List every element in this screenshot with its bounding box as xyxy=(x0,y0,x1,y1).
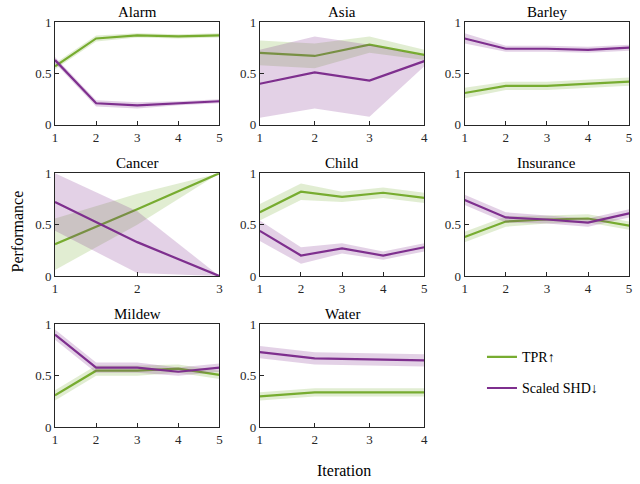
svg-text:3: 3 xyxy=(339,281,346,296)
svg-text:1: 1 xyxy=(455,15,462,30)
svg-text:0.5: 0.5 xyxy=(35,368,51,383)
svg-text:1: 1 xyxy=(45,15,52,30)
svg-text:0: 0 xyxy=(455,269,462,284)
svg-text:0.5: 0.5 xyxy=(240,368,256,383)
svg-text:4: 4 xyxy=(421,432,428,447)
svg-text:3: 3 xyxy=(134,130,141,145)
svg-text:2: 2 xyxy=(311,130,318,145)
svg-text:5: 5 xyxy=(421,281,428,296)
svg-text:1: 1 xyxy=(250,166,257,181)
svg-text:Asia: Asia xyxy=(328,4,356,20)
svg-text:2: 2 xyxy=(503,130,510,145)
svg-text:2: 2 xyxy=(93,432,100,447)
svg-text:1: 1 xyxy=(45,317,52,332)
svg-text:1: 1 xyxy=(257,281,264,296)
svg-text:3: 3 xyxy=(366,432,373,447)
svg-text:5: 5 xyxy=(626,281,633,296)
svg-text:0: 0 xyxy=(250,269,257,284)
svg-text:Iteration: Iteration xyxy=(317,462,371,479)
svg-text:0: 0 xyxy=(250,420,257,435)
svg-text:1: 1 xyxy=(257,432,264,447)
svg-text:TPR↑: TPR↑ xyxy=(522,350,555,365)
svg-text:1: 1 xyxy=(52,281,59,296)
svg-text:3: 3 xyxy=(216,281,223,296)
svg-text:0: 0 xyxy=(250,117,257,132)
svg-text:2: 2 xyxy=(298,281,305,296)
svg-text:1: 1 xyxy=(250,15,257,30)
svg-text:4: 4 xyxy=(421,130,428,145)
svg-text:1: 1 xyxy=(455,166,462,181)
svg-text:0.5: 0.5 xyxy=(445,217,461,232)
svg-text:2: 2 xyxy=(134,281,141,296)
svg-text:2: 2 xyxy=(93,130,100,145)
svg-text:2: 2 xyxy=(311,432,318,447)
svg-text:3: 3 xyxy=(134,432,141,447)
svg-text:1: 1 xyxy=(52,130,59,145)
svg-text:4: 4 xyxy=(175,432,182,447)
svg-text:1: 1 xyxy=(52,432,59,447)
svg-text:Insurance: Insurance xyxy=(517,155,576,171)
svg-text:3: 3 xyxy=(544,130,551,145)
svg-text:0.5: 0.5 xyxy=(445,66,461,81)
svg-text:0: 0 xyxy=(45,420,52,435)
svg-text:1: 1 xyxy=(461,130,468,145)
svg-text:4: 4 xyxy=(175,130,182,145)
svg-text:5: 5 xyxy=(626,130,633,145)
svg-text:0.5: 0.5 xyxy=(35,217,51,232)
svg-text:0: 0 xyxy=(45,117,52,132)
svg-text:3: 3 xyxy=(544,281,551,296)
svg-text:Performance: Performance xyxy=(9,191,26,273)
svg-text:0.5: 0.5 xyxy=(35,66,51,81)
svg-text:Scaled SHD↓: Scaled SHD↓ xyxy=(522,381,598,396)
svg-text:0.5: 0.5 xyxy=(240,66,256,81)
svg-text:Mildew: Mildew xyxy=(114,306,161,322)
svg-text:Child: Child xyxy=(325,155,359,171)
svg-text:1: 1 xyxy=(461,281,468,296)
svg-text:4: 4 xyxy=(585,281,592,296)
svg-text:1: 1 xyxy=(257,130,264,145)
svg-text:5: 5 xyxy=(216,432,223,447)
svg-text:2: 2 xyxy=(503,281,510,296)
svg-text:4: 4 xyxy=(585,130,592,145)
svg-text:5: 5 xyxy=(216,130,223,145)
svg-text:1: 1 xyxy=(250,317,257,332)
svg-text:0: 0 xyxy=(455,117,462,132)
svg-text:0: 0 xyxy=(45,269,52,284)
svg-text:4: 4 xyxy=(380,281,387,296)
svg-text:0.5: 0.5 xyxy=(240,217,256,232)
svg-text:Barley: Barley xyxy=(527,4,567,20)
svg-text:Alarm: Alarm xyxy=(118,4,157,20)
svg-text:Cancer: Cancer xyxy=(116,155,158,171)
svg-text:1: 1 xyxy=(45,166,52,181)
svg-text:Water: Water xyxy=(325,306,360,322)
svg-text:3: 3 xyxy=(366,130,373,145)
